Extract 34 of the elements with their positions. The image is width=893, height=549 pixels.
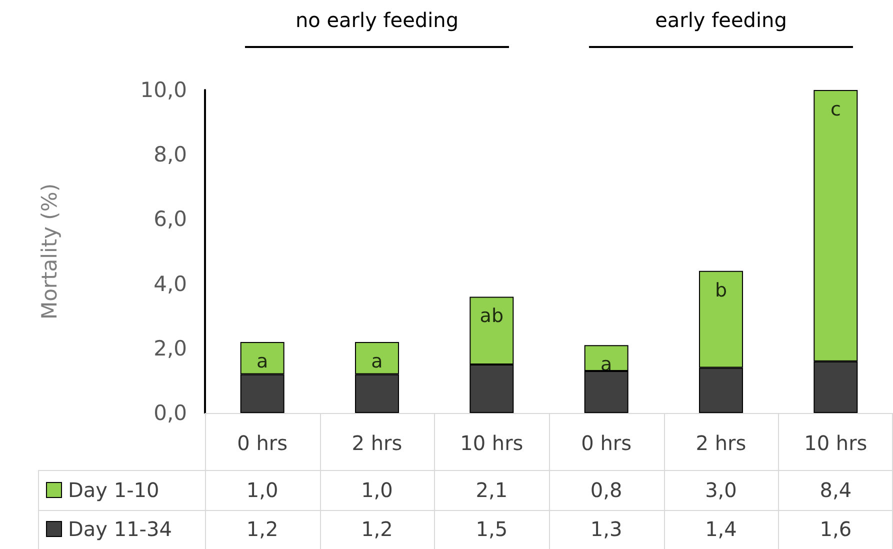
data-label: 3,0 [704,476,738,504]
x-tick-label: 0 hrs [581,431,632,455]
data-label: 1,4 [704,516,738,544]
data-label: 2,1 [474,476,509,504]
x-tick-label: 10 hrs [804,431,868,455]
annotation: ab [480,305,504,328]
y-axis-title: Mortality (%) [38,183,62,320]
annotation: c [830,98,841,120]
x-tick-label: 10 hrs [460,431,524,455]
y-tick-label: 0,0 [154,401,187,425]
data-label: 1,3 [589,516,624,544]
text: early feeding [654,8,788,32]
data-label: 0,8 [589,476,624,504]
annotation: b [714,279,728,302]
annotation: a [256,350,268,372]
x-tick-label: 2 hrs [352,431,402,455]
x-tick-label: 0 hrs [237,431,288,455]
y-tick-label: 10,0 [140,78,187,102]
text: no early feeding [294,8,460,32]
y-tick-label: 2,0 [154,336,187,360]
annotation: a [371,350,383,372]
y-tick-label: 4,0 [154,272,187,296]
data-label: 8,4 [818,476,853,504]
data-label: 1,2 [360,516,394,544]
data-label: 1,0 [360,476,394,504]
y-tick-label: 6,0 [154,207,187,232]
data-label: 1,0 [245,476,280,504]
data-label: 1,6 [818,516,853,544]
legend-label: Day 11-34 [68,517,172,542]
data-label: 1,2 [245,516,280,544]
legend-label: Day 1-10 [68,478,160,502]
x-tick-label: 2 hrs [696,431,746,455]
y-tick-label: 8,0 [154,142,187,167]
data-label: 1,5 [474,516,509,544]
